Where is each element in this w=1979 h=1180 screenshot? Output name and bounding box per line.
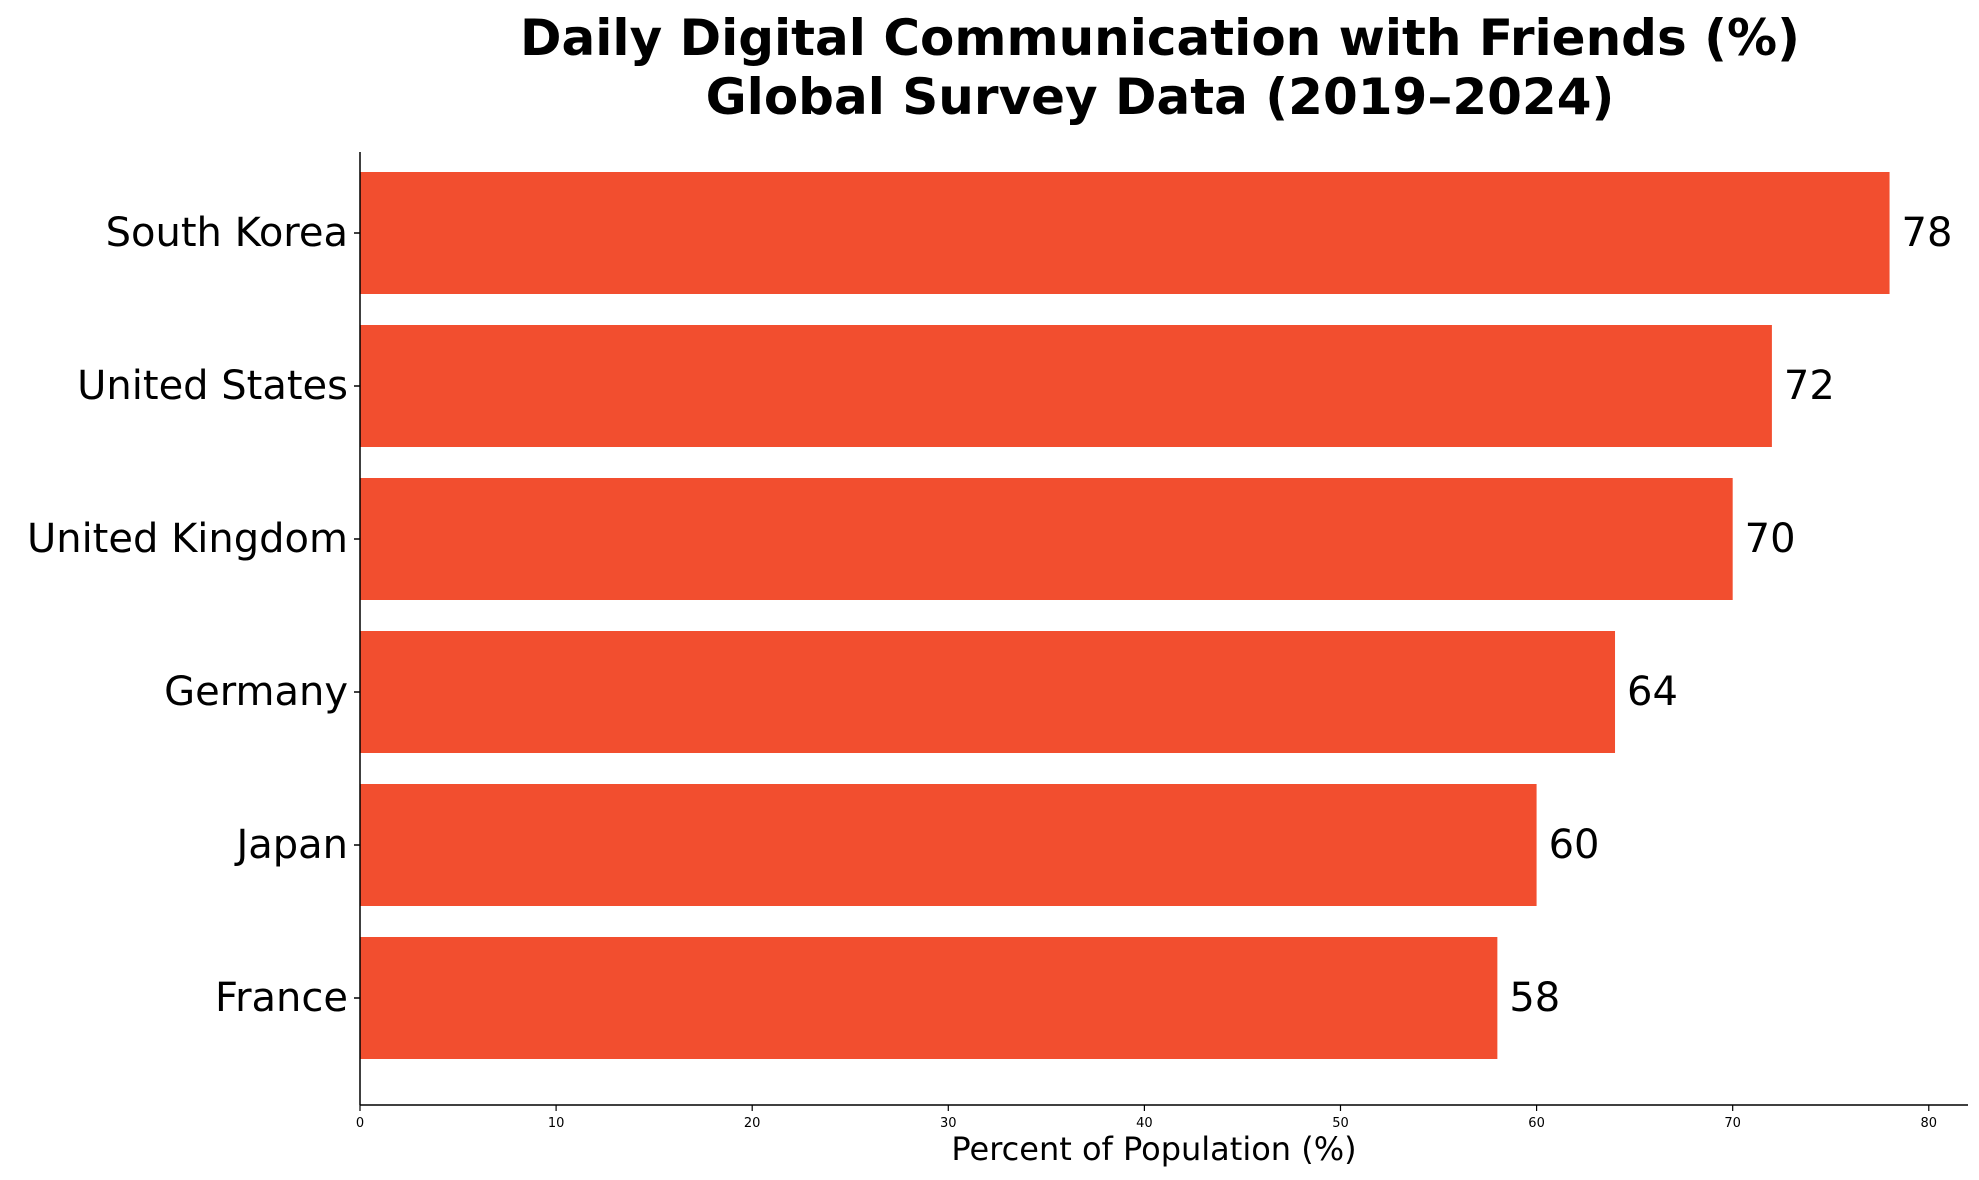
value-labels-group: 78 72 70 64 60 58 — [1509, 210, 1952, 1021]
bars-group — [360, 172, 1890, 1059]
category-label: United States — [77, 363, 348, 409]
value-label: 64 — [1627, 669, 1678, 715]
bar-germany — [360, 631, 1616, 753]
category-label: United Kingdom — [27, 516, 348, 562]
value-label: 60 — [1549, 822, 1600, 868]
x-tick-label: 30 — [940, 1116, 957, 1131]
x-tick-label: 80 — [1921, 1116, 1938, 1131]
category-label: Germany — [164, 669, 348, 715]
bar-france — [360, 937, 1498, 1059]
x-tick-label: 50 — [1332, 1116, 1349, 1131]
x-tick-label: 60 — [1528, 1116, 1545, 1131]
category-label: France — [215, 975, 348, 1021]
x-tick-label: 40 — [1136, 1116, 1153, 1131]
value-label: 78 — [1902, 210, 1953, 256]
chart-title-line-1: Daily Digital Communication with Friends… — [520, 9, 1800, 67]
x-tick-label: 20 — [744, 1116, 761, 1131]
value-label: 72 — [1784, 363, 1835, 409]
x-ticks-group: 0 10 20 30 40 50 60 70 80 — [356, 1105, 1937, 1131]
x-axis-label: Percent of Population (%) — [951, 1130, 1356, 1168]
bar-united-states — [360, 325, 1772, 447]
value-label: 70 — [1745, 516, 1796, 562]
bar-south-korea — [360, 172, 1890, 294]
x-tick-label: 70 — [1724, 1116, 1741, 1131]
x-tick-label: 0 — [356, 1116, 364, 1131]
bar-japan — [360, 784, 1537, 906]
category-labels-group: South Korea United States United Kingdom Ge… — [27, 210, 360, 1021]
x-tick-label: 10 — [548, 1116, 565, 1131]
category-label: South Korea — [106, 210, 348, 256]
category-label: Japan — [233, 822, 348, 868]
bar-united-kingdom — [360, 478, 1733, 600]
chart-title-line-2: Global Survey Data (2019–2024) — [706, 68, 1615, 126]
value-label: 58 — [1509, 975, 1560, 1021]
